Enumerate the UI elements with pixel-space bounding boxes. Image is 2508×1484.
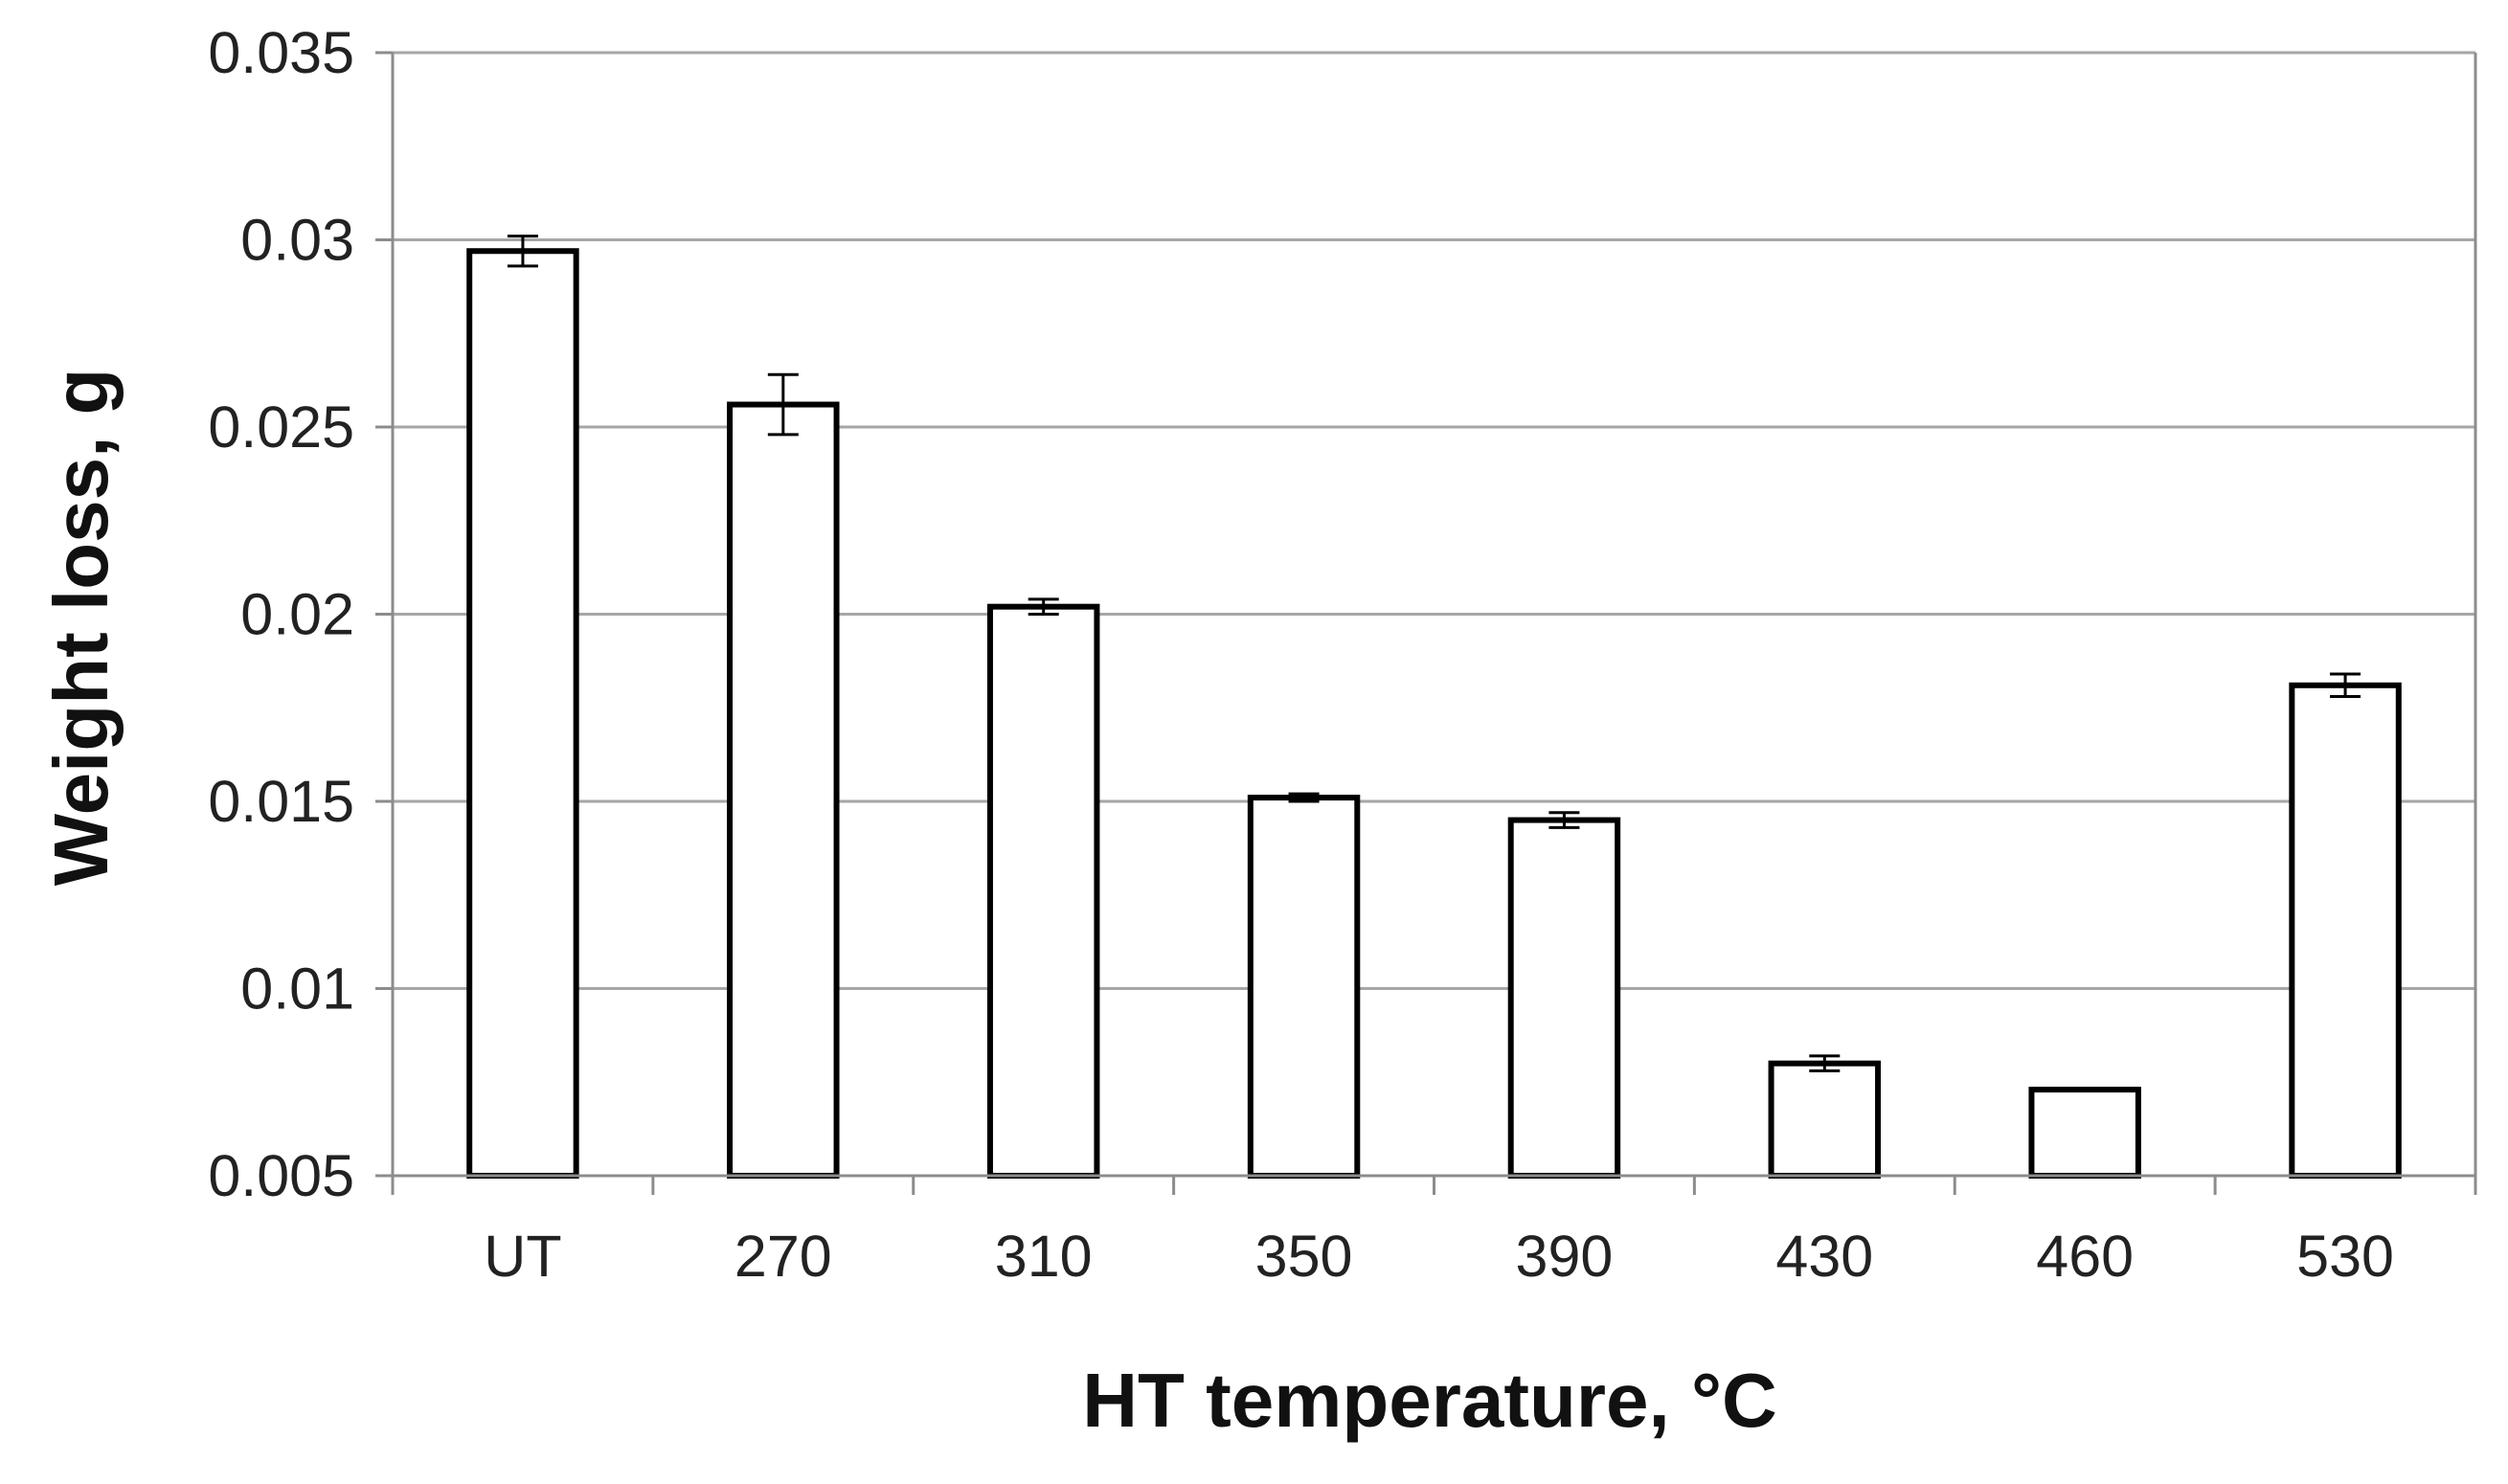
bar-430 — [1768, 1060, 1882, 1179]
bar-270 — [727, 401, 840, 1180]
x-tick-label: 270 — [734, 1224, 832, 1289]
y-axis-title: Weight loss, g — [38, 369, 124, 887]
tick-labels: 0.005 0.01 0.015 0.02 0.025 0.03 0.035 UT 270 310… — [208, 20, 2394, 1289]
bar-310 — [986, 603, 1100, 1179]
y-tick-label: 0.01 — [240, 956, 354, 1022]
y-tick-label: 0.025 — [208, 394, 354, 460]
y-tick-label: 0.03 — [240, 208, 354, 273]
bar-460 — [2028, 1087, 2141, 1179]
gridlines — [393, 51, 2475, 990]
bar-UT — [466, 248, 579, 1180]
x-tick-label: 530 — [2296, 1224, 2394, 1289]
x-axis-title: HT temperature, °C — [1082, 1358, 1776, 1443]
bar-530 — [2289, 682, 2402, 1179]
x-tick-label: UT — [484, 1224, 561, 1289]
x-tick-label: 390 — [1516, 1224, 1614, 1289]
bars — [466, 235, 2402, 1180]
axes — [375, 51, 2477, 1195]
y-tick-label: 0.015 — [208, 769, 354, 834]
y-tick-label: 0.02 — [240, 582, 354, 647]
x-tick-label: 350 — [1255, 1224, 1353, 1289]
bar-350 — [1247, 795, 1361, 1180]
y-tick-label: 0.035 — [208, 20, 354, 85]
x-tick-label: 460 — [2036, 1224, 2134, 1289]
y-tick-label: 0.005 — [208, 1143, 354, 1208]
x-tick-label: 430 — [1775, 1224, 1873, 1289]
x-tick-label: 310 — [995, 1224, 1093, 1289]
bar-390 — [1507, 817, 1621, 1179]
